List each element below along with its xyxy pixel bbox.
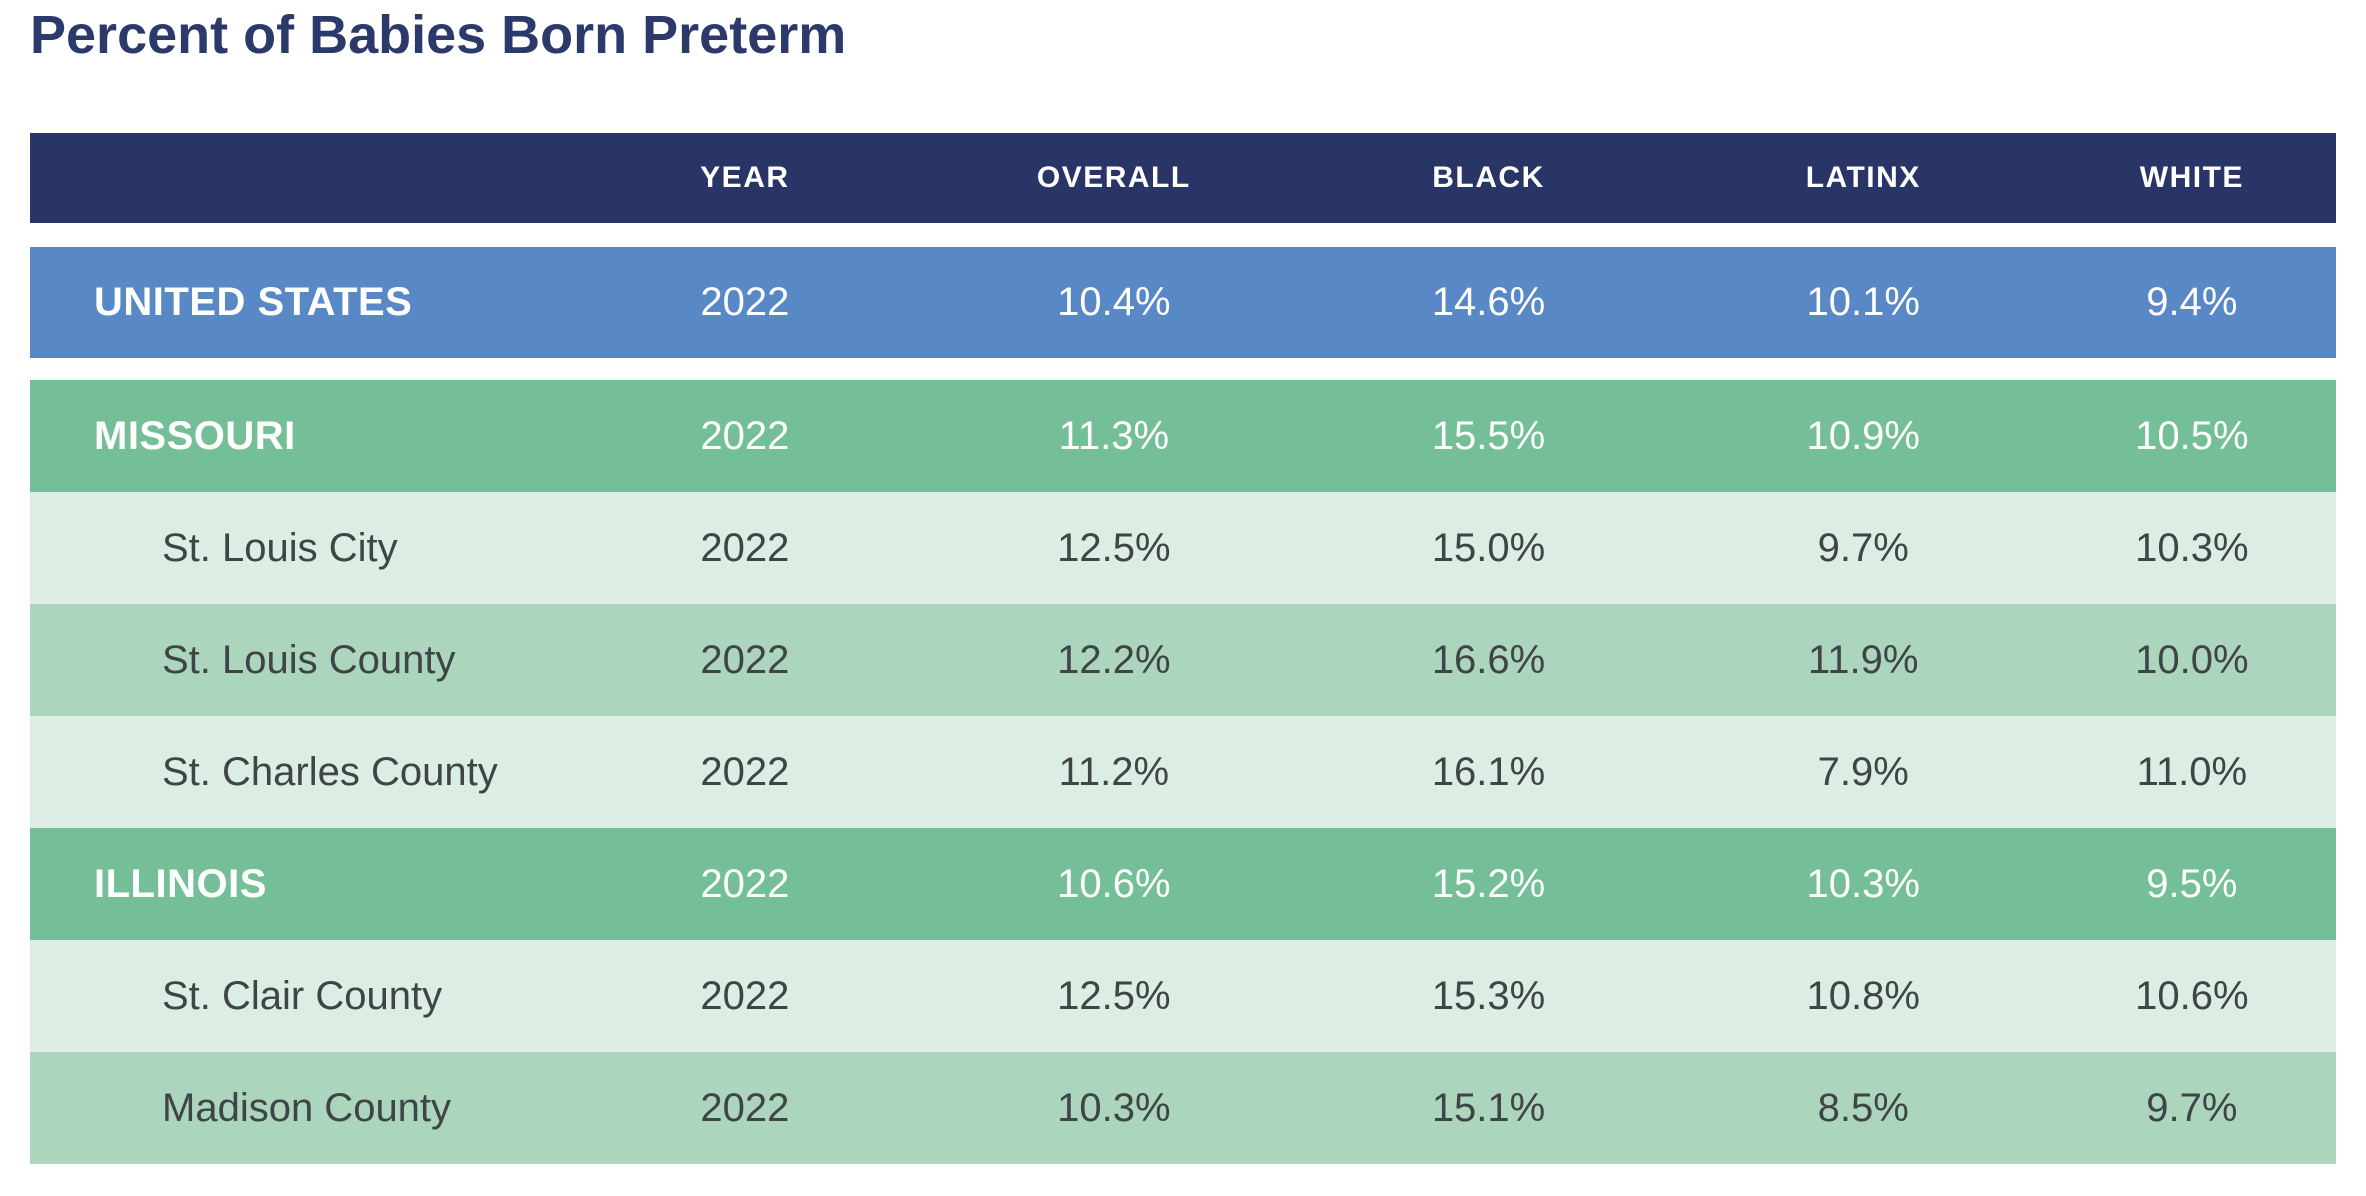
- cell-overall: 12.5%: [1057, 525, 1171, 570]
- row-label: St. Louis City: [162, 525, 398, 570]
- cell-overall: 10.4%: [1057, 280, 1171, 324]
- page-title: Percent of Babies Born Preterm: [30, 5, 847, 65]
- cell-latinx: 10.8%: [1806, 973, 1920, 1018]
- cell-overall: 10.6%: [1057, 861, 1171, 906]
- column-header-year: YEAR: [700, 161, 790, 194]
- cell-year: 2022: [700, 637, 790, 682]
- cell-black: 15.1%: [1431, 1085, 1546, 1130]
- cell-overall: 12.5%: [1057, 973, 1171, 1018]
- cell-year: 2022: [700, 861, 790, 906]
- header-row: YEAR OVERALL BLACK LATINX WHITE: [30, 133, 2336, 223]
- cell-white: 10.5%: [2135, 413, 2249, 458]
- table-row-st-clair-county: St. Clair County 2022 12.5% 15.3% 10.8% …: [30, 940, 2336, 1052]
- cell-year: 2022: [700, 280, 790, 324]
- table-row-st-louis-county: St. Louis County 2022 12.2% 16.6% 11.9% …: [30, 604, 2336, 716]
- cell-latinx: 8.5%: [1817, 1085, 1909, 1130]
- cell-white: 10.3%: [2135, 525, 2249, 570]
- row-label: St. Charles County: [162, 749, 498, 794]
- cell-black: 15.3%: [1431, 973, 1546, 1018]
- cell-overall: 11.2%: [1058, 749, 1170, 794]
- cell-black: 15.5%: [1431, 413, 1546, 458]
- cell-latinx: 9.7%: [1817, 525, 1909, 570]
- row-label: MISSOURI: [94, 413, 296, 458]
- table-row-madison-county: Madison County 2022 10.3% 15.1% 8.5% 9.7…: [30, 1052, 2336, 1164]
- table-row-missouri: MISSOURI 2022 11.3% 15.5% 10.9% 10.5%: [30, 380, 2336, 492]
- table-row-st-louis-city: St. Louis City 2022 12.5% 15.0% 9.7% 10.…: [30, 492, 2336, 604]
- cell-white: 9.5%: [2146, 861, 2238, 906]
- cell-black: 16.6%: [1431, 637, 1546, 682]
- cell-overall: 11.3%: [1058, 413, 1170, 458]
- column-header-white: WHITE: [2139, 161, 2244, 194]
- row-label: St. Louis County: [162, 637, 456, 682]
- column-header-latinx: LATINX: [1805, 161, 1921, 194]
- cell-overall: 10.3%: [1057, 1085, 1171, 1130]
- preterm-birth-table: YEAR OVERALL BLACK LATINX WHITE UNITED S…: [30, 133, 2336, 1164]
- column-header-black: BLACK: [1432, 161, 1545, 194]
- cell-black: 16.1%: [1431, 749, 1546, 794]
- table-row-st-charles-county: St. Charles County 2022 11.2% 16.1% 7.9%…: [30, 716, 2336, 828]
- cell-white: 11.0%: [2136, 749, 2248, 794]
- table-row-illinois: ILLINOIS 2022 10.6% 15.2% 10.3% 9.5%: [30, 828, 2336, 940]
- cell-white: 10.0%: [2135, 637, 2249, 682]
- cell-black: 15.0%: [1431, 525, 1546, 570]
- cell-latinx: 11.9%: [1808, 637, 1919, 682]
- cell-year: 2022: [700, 749, 790, 794]
- row-label: Madison County: [162, 1085, 452, 1130]
- cell-latinx: 7.9%: [1817, 749, 1909, 794]
- cell-year: 2022: [700, 1085, 790, 1130]
- cell-latinx: 10.9%: [1806, 413, 1920, 458]
- cell-overall: 12.2%: [1057, 637, 1171, 682]
- row-label: St. Clair County: [162, 973, 443, 1018]
- cell-year: 2022: [700, 413, 790, 458]
- cell-latinx: 10.1%: [1806, 280, 1920, 324]
- cell-black: 14.6%: [1431, 280, 1546, 324]
- row-label: UNITED STATES: [94, 280, 413, 324]
- column-header-overall: OVERALL: [1036, 161, 1191, 194]
- cell-year: 2022: [700, 525, 790, 570]
- cell-white: 9.4%: [2146, 280, 2238, 324]
- cell-year: 2022: [700, 973, 790, 1018]
- cell-white: 9.7%: [2146, 1085, 2238, 1130]
- row-label: ILLINOIS: [94, 861, 267, 906]
- cell-white: 10.6%: [2135, 973, 2249, 1018]
- cell-black: 15.2%: [1431, 861, 1546, 906]
- cell-latinx: 10.3%: [1806, 861, 1920, 906]
- table-row-united-states: UNITED STATES 2022 10.4% 14.6% 10.1% 9.4…: [30, 247, 2336, 358]
